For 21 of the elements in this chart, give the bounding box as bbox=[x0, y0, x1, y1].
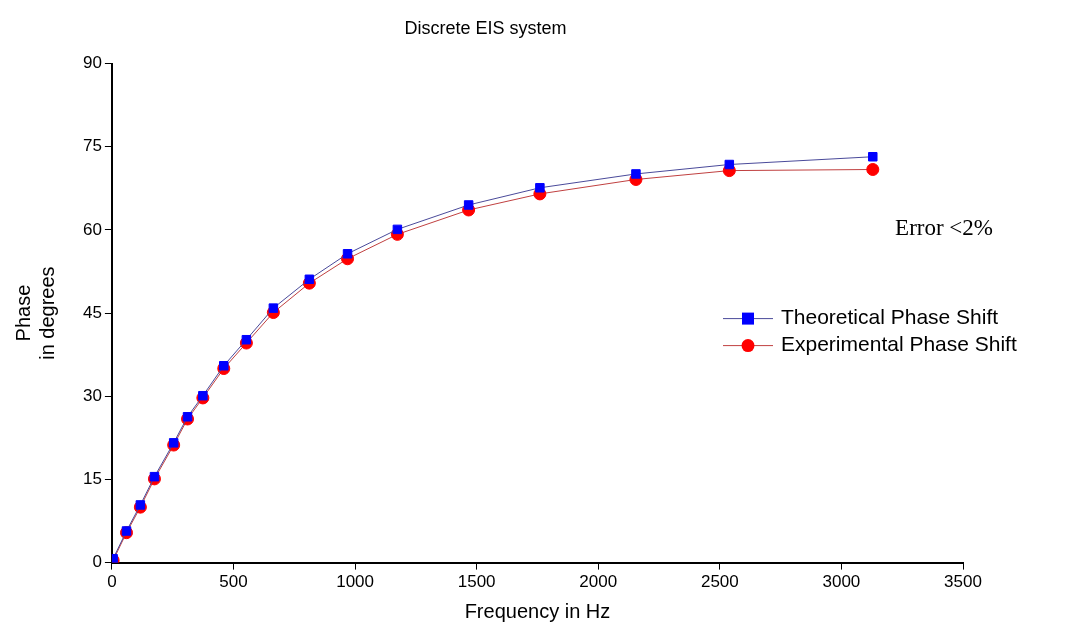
x-tick-label: 2000 bbox=[579, 572, 618, 592]
legend-label: Theoretical Phase Shift bbox=[781, 305, 999, 329]
x-axis-title: Frequency in Hz bbox=[464, 599, 611, 622]
x-tick-label: 3500 bbox=[944, 572, 982, 592]
y-tick-label: 90 bbox=[82, 53, 102, 73]
y-tick-label: 0 bbox=[92, 552, 102, 572]
legend-label: Experimental Phase Shift bbox=[781, 332, 1017, 356]
chart-title: Discrete EIS system bbox=[404, 17, 567, 38]
y-tick-label: 75 bbox=[82, 136, 102, 156]
annotation: Error <2% bbox=[895, 214, 993, 240]
x-tick-label: 1000 bbox=[336, 572, 374, 592]
y-tick-label: 30 bbox=[82, 385, 102, 405]
x-tick-label: 0 bbox=[107, 572, 117, 592]
y-tick-label: 15 bbox=[82, 469, 102, 489]
x-tick-label: 2500 bbox=[700, 572, 739, 592]
y-tick-label: 60 bbox=[82, 219, 102, 239]
y-axis-title: Phase in degrees bbox=[11, 266, 58, 360]
x-tick-label: 500 bbox=[219, 572, 248, 592]
x-tick-label: 3000 bbox=[822, 572, 861, 592]
y-tick-label: 45 bbox=[82, 302, 102, 322]
x-tick-label: 1500 bbox=[457, 572, 496, 592]
